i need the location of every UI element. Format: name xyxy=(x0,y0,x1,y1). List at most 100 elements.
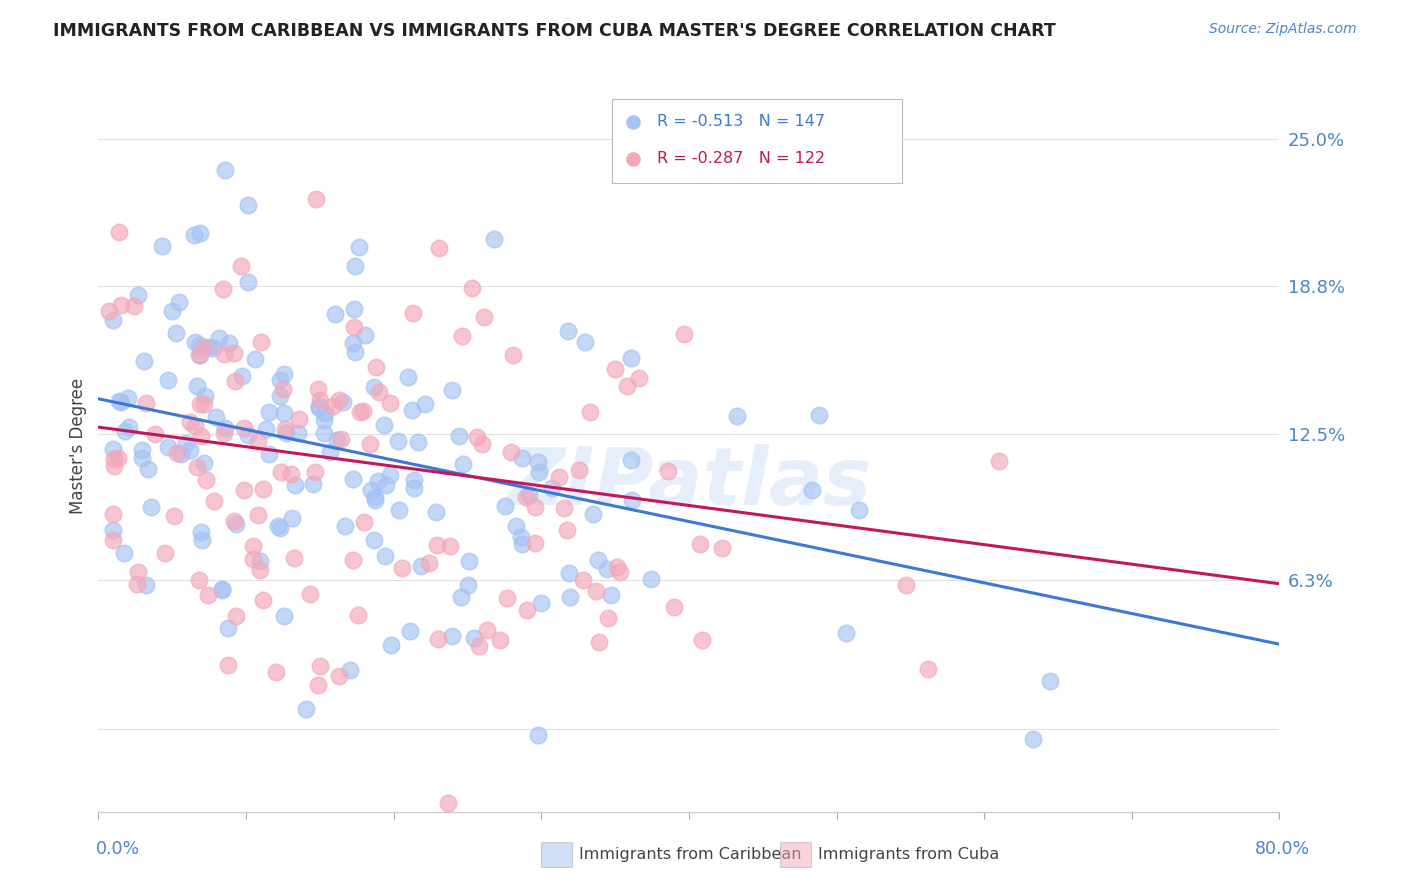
Point xyxy=(368,384,391,399)
Point xyxy=(204,410,226,425)
Point xyxy=(496,591,519,605)
Point xyxy=(516,603,538,617)
Point xyxy=(273,382,295,396)
Point xyxy=(482,231,505,245)
Point xyxy=(467,639,489,653)
Point xyxy=(523,535,546,549)
Point xyxy=(426,538,449,552)
Point xyxy=(270,465,292,479)
Point xyxy=(388,502,411,516)
Point xyxy=(183,335,205,350)
Point xyxy=(987,454,1010,468)
Point xyxy=(319,445,342,459)
Point xyxy=(214,163,236,178)
Point xyxy=(197,340,219,354)
Point xyxy=(157,440,180,454)
Point xyxy=(710,541,733,555)
Point xyxy=(103,442,125,457)
Point xyxy=(273,406,295,420)
Point xyxy=(309,393,332,408)
Point xyxy=(139,500,162,514)
Point xyxy=(305,192,328,206)
Point xyxy=(427,632,450,646)
Point xyxy=(135,396,157,410)
Point xyxy=(165,326,187,340)
Point xyxy=(110,298,132,312)
Point xyxy=(333,518,356,533)
Point xyxy=(127,288,149,302)
Point xyxy=(616,378,638,392)
Point xyxy=(343,259,366,273)
Point xyxy=(354,328,377,343)
Text: R = -0.513   N = 147: R = -0.513 N = 147 xyxy=(657,114,825,129)
Point xyxy=(143,427,166,442)
Point xyxy=(450,591,472,605)
Point xyxy=(440,629,463,643)
Point xyxy=(364,491,387,505)
Point xyxy=(191,533,214,548)
Point xyxy=(108,225,131,239)
Point xyxy=(269,521,291,535)
Point xyxy=(529,466,551,480)
Point xyxy=(134,354,156,368)
Point xyxy=(596,611,619,625)
Point xyxy=(401,403,423,417)
Point xyxy=(273,609,295,624)
Point xyxy=(188,348,211,362)
Point xyxy=(264,665,287,679)
Point xyxy=(609,565,631,579)
Point xyxy=(110,395,132,409)
Point xyxy=(529,596,551,610)
Point xyxy=(499,444,522,458)
Point xyxy=(322,399,344,413)
Point xyxy=(596,562,619,576)
Point xyxy=(347,607,370,622)
Point xyxy=(269,389,291,403)
Point xyxy=(307,678,329,692)
Point xyxy=(917,663,939,677)
Point xyxy=(560,590,582,604)
Point xyxy=(657,464,679,478)
Point xyxy=(308,401,330,415)
Point xyxy=(332,395,354,409)
Point xyxy=(413,397,436,411)
Point xyxy=(183,228,205,243)
Point xyxy=(212,425,235,440)
Point xyxy=(600,588,623,602)
Point xyxy=(222,514,245,528)
Point xyxy=(124,299,146,313)
Point xyxy=(273,367,295,381)
Point xyxy=(108,394,131,409)
Point xyxy=(176,435,198,450)
Point xyxy=(283,551,305,566)
Point xyxy=(359,437,381,451)
Point xyxy=(378,395,401,409)
Point xyxy=(233,421,256,435)
Point xyxy=(276,426,298,441)
Point xyxy=(396,369,419,384)
Point xyxy=(450,328,472,343)
Point xyxy=(330,432,353,446)
Point xyxy=(136,462,159,476)
Point xyxy=(242,539,264,553)
Point xyxy=(287,411,309,425)
Point xyxy=(342,336,364,351)
Point xyxy=(524,500,547,514)
Point xyxy=(461,281,484,295)
Point xyxy=(586,552,609,566)
Point xyxy=(231,369,253,384)
Point xyxy=(402,481,425,495)
Point xyxy=(135,578,157,592)
Point xyxy=(202,494,225,508)
Point xyxy=(323,307,346,321)
Point xyxy=(541,481,564,495)
Point xyxy=(212,346,235,360)
Point xyxy=(103,458,125,473)
Point xyxy=(249,563,271,577)
Point xyxy=(101,313,124,327)
Point xyxy=(835,625,858,640)
Point xyxy=(156,373,179,387)
Point xyxy=(517,488,540,502)
Point xyxy=(299,587,322,601)
Point xyxy=(328,669,350,683)
